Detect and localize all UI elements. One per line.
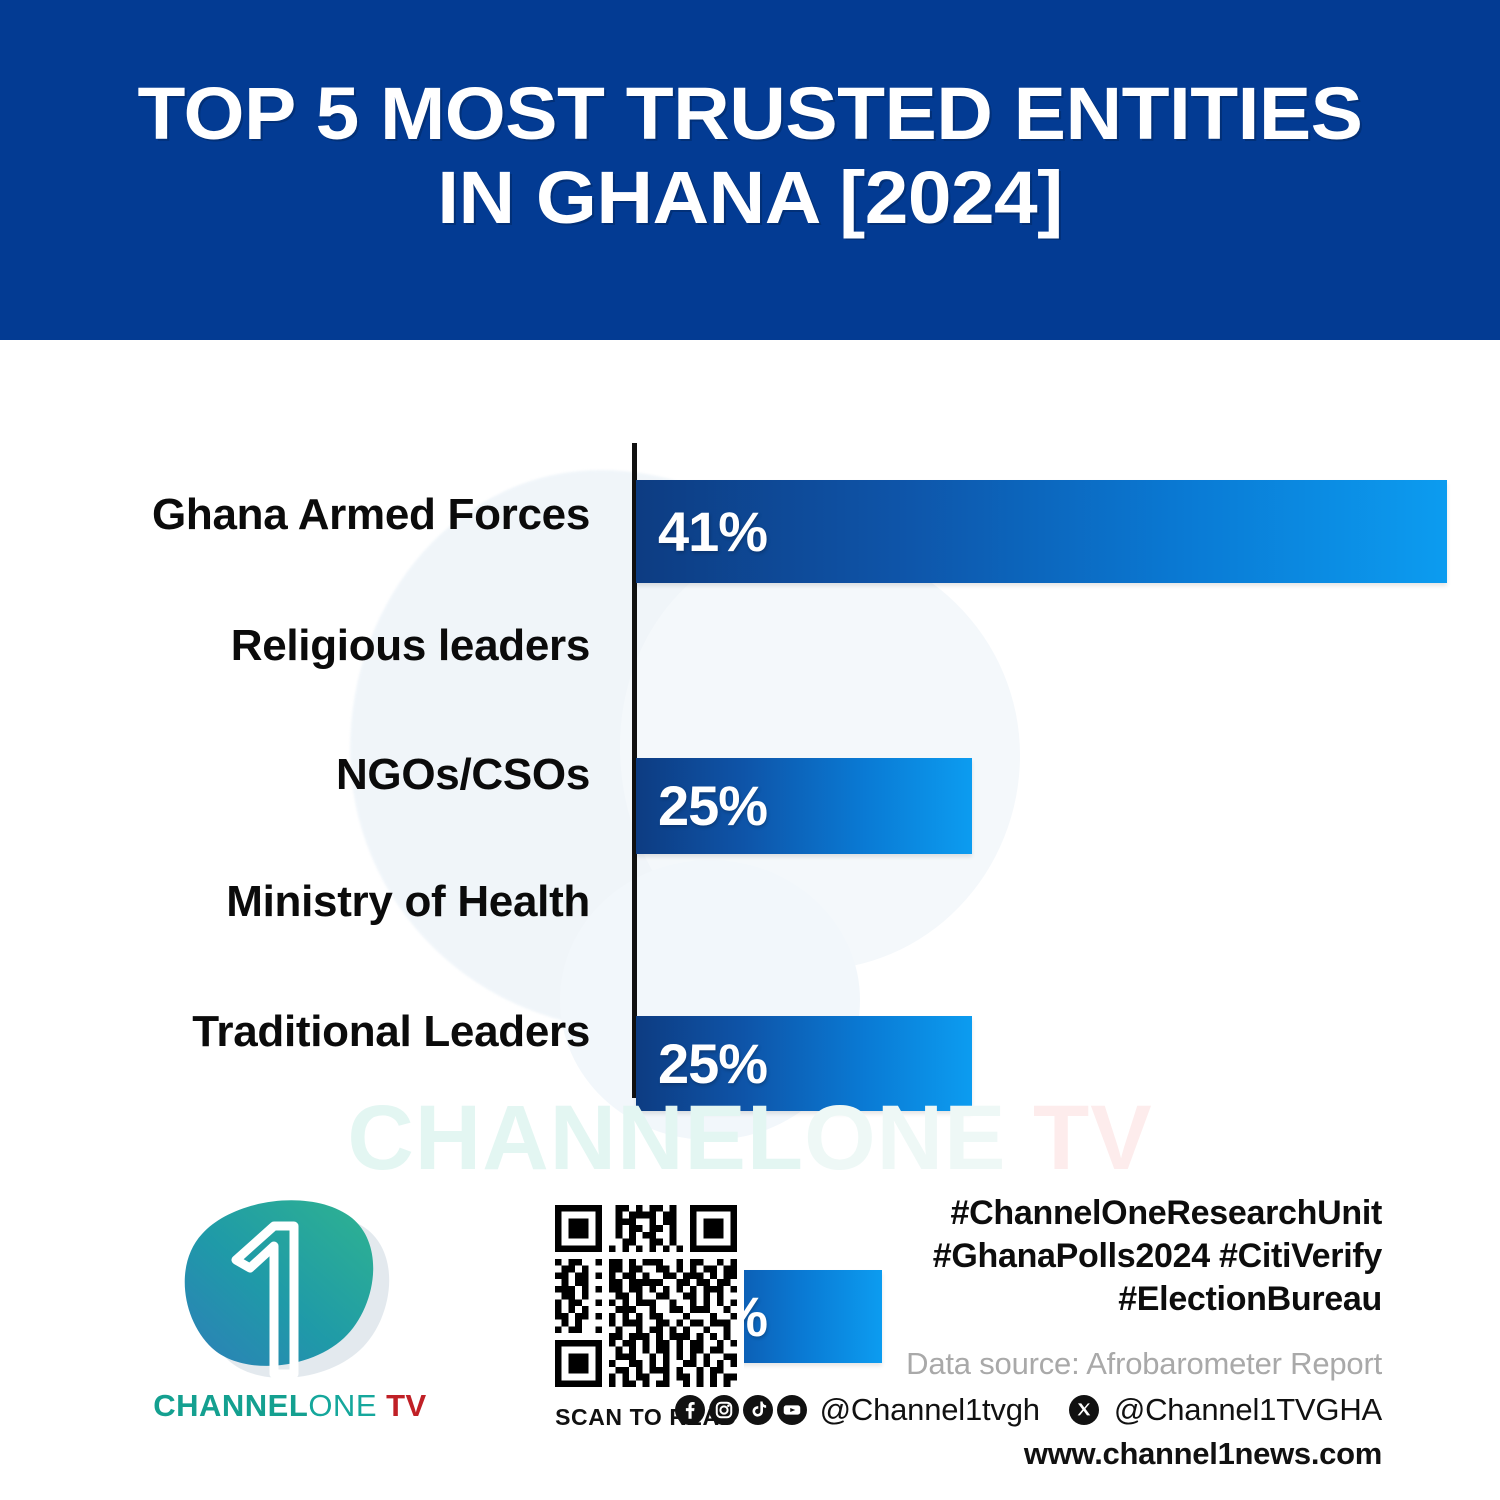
hashtag-block: #ChannelOneResearchUnit #GhanaPolls2024 … [822, 1192, 1383, 1320]
watermark-part-3: TV [1006, 1087, 1153, 1189]
social-handle-x[interactable]: @Channel1TVGHA [1113, 1392, 1382, 1428]
bar-category-label: Ghana Armed Forces [152, 490, 590, 539]
header-banner: TOP 5 MOST TRUSTED ENTITIES IN GHANA [20… [0, 0, 1500, 340]
social-handle-primary[interactable]: @Channel1tvgh [819, 1392, 1040, 1428]
page-title-line-1: TOP 5 MOST TRUSTED ENTITIES [137, 72, 1363, 155]
footer: CHANNELONE TV [0, 1180, 1500, 1500]
qr-caption-label: SCAN TO READ [555, 1404, 737, 1430]
qr-code-image[interactable] [548, 1198, 744, 1394]
youtube-icon[interactable] [776, 1395, 807, 1426]
bar-value-label: 25% [658, 774, 768, 837]
x-icon-wrap [1068, 1395, 1099, 1426]
qr-code-block[interactable]: SCAN TO READ [548, 1198, 748, 1431]
logo-wordmark: CHANNELONE TV [140, 1388, 440, 1424]
hashtag-line-3: #ElectionBureau [1118, 1279, 1382, 1318]
bar-category-label: Religious leaders [230, 621, 591, 670]
bar-ngos-csos: 25% [636, 1016, 972, 1111]
tiktok-icon[interactable] [742, 1395, 773, 1426]
bar-category-label: Ministry of Health [226, 877, 590, 926]
bar-category-label: Traditional Leaders [192, 1007, 590, 1056]
watermark-part-1: CHANNEL [347, 1087, 805, 1189]
social-icon-group [674, 1395, 807, 1426]
instagram-icon[interactable] [708, 1395, 739, 1426]
logo-wordmark-part-2: ONE [308, 1388, 377, 1423]
hashtag-line-2: #GhanaPolls2024 #CitiVerify [932, 1236, 1383, 1275]
hashtag-line-1: #ChannelOneResearchUnit [950, 1194, 1383, 1232]
logo-mark-icon [166, 1198, 396, 1383]
page-title: TOP 5 MOST TRUSTED ENTITIES IN GHANA [20… [19, 72, 1482, 241]
bar-chart: Ghana Armed Forces 41% Religious leaders… [0, 430, 1500, 1363]
x-twitter-icon[interactable] [1068, 1395, 1099, 1426]
channel-one-logo: CHANNELONE TV [140, 1198, 440, 1428]
brand-watermark: CHANNELONE TV [0, 1092, 1500, 1184]
footer-info-column: #ChannelOneResearchUnit #GhanaPolls2024 … [674, 1192, 1383, 1472]
page-title-line-2: IN GHANA [2024] [437, 156, 1063, 240]
data-source-label: Data source: Afrobarometer Report [906, 1346, 1382, 1382]
chart-axis-line [632, 443, 637, 1098]
bar-ghana-armed-forces: 41% [636, 480, 1447, 583]
bar-value-label: 25% [658, 1031, 768, 1095]
watermark-part-2: ONE [804, 1087, 1007, 1189]
logo-wordmark-part-1: CHANNEL [153, 1388, 309, 1423]
website-url[interactable]: www.channel1news.com [1023, 1436, 1382, 1472]
logo-wordmark-part-3: TV [377, 1388, 427, 1423]
facebook-icon[interactable] [674, 1395, 705, 1426]
bar-religious-leaders: 25% [636, 758, 972, 854]
bar-value-label: 41% [658, 499, 768, 563]
social-handles-row: @Channel1tvgh @Channel1TVGHA [674, 1392, 1382, 1428]
bar-category-label: NGOs/CSOs [335, 750, 590, 799]
